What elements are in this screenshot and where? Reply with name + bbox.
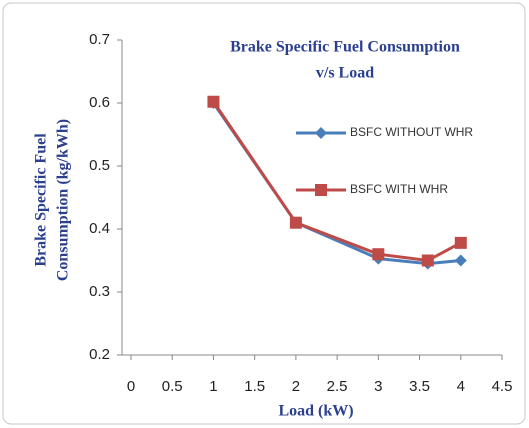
y-axis-label: Consumption (kg/kWh) (55, 119, 72, 281)
marker (454, 254, 467, 267)
legend-marker (315, 127, 327, 139)
x-tick-label: 4.5 (492, 378, 513, 395)
x-tick-label: 0.5 (162, 378, 183, 395)
x-tick-label: 2.5 (327, 378, 348, 395)
marker (289, 216, 302, 229)
chart-title: Brake Specific Fuel Consumption (230, 39, 460, 56)
legend-label: BSFC WITH WHR (350, 182, 448, 196)
marker (454, 236, 467, 249)
y-tick-label: 0.2 (89, 346, 110, 363)
chart-title: v/s Load (316, 65, 374, 82)
x-tick-label: 4 (457, 378, 465, 395)
y-tick-label: 0.6 (89, 94, 110, 111)
x-tick-label: 2 (292, 378, 300, 395)
y-tick-label: 0.3 (89, 283, 110, 300)
x-tick-label: 1 (209, 378, 217, 395)
marker (207, 95, 220, 108)
x-tick-label: 3.5 (409, 378, 430, 395)
y-axis-label: Brake Specific Fuel (33, 133, 50, 267)
y-tick-label: 0.7 (89, 31, 110, 48)
marker (421, 254, 434, 267)
chart-border (2, 2, 526, 425)
x-axis-label: Load (kW) (278, 403, 353, 420)
legend-label: BSFC WITHOUT WHR (350, 125, 473, 139)
x-tick-label: 1.5 (244, 378, 265, 395)
legend-marker (315, 184, 327, 196)
marker (372, 248, 385, 261)
y-tick-label: 0.5 (89, 157, 110, 174)
y-tick-label: 0.4 (89, 220, 110, 237)
x-tick-label: 0 (127, 378, 135, 395)
x-tick-label: 3 (374, 378, 382, 395)
